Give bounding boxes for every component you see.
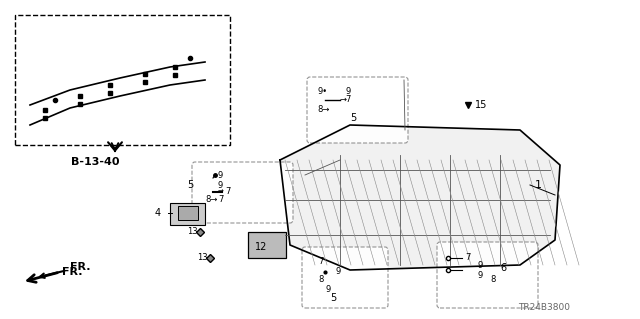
FancyBboxPatch shape: [15, 15, 230, 145]
Text: 12: 12: [255, 242, 268, 252]
Text: →7: →7: [340, 95, 353, 105]
Text: 15: 15: [475, 100, 488, 110]
Text: →: →: [218, 189, 224, 195]
Text: 9: 9: [325, 285, 330, 293]
Bar: [178, 206, 198, 220]
Text: 7: 7: [225, 188, 230, 197]
Text: B-13-40: B-13-40: [71, 157, 119, 167]
Text: 13: 13: [197, 254, 207, 263]
Text: 9: 9: [335, 268, 340, 277]
FancyBboxPatch shape: [307, 77, 408, 143]
FancyBboxPatch shape: [437, 242, 538, 308]
FancyArrowPatch shape: [108, 142, 122, 151]
Text: 9: 9: [218, 170, 223, 180]
Text: 5: 5: [330, 293, 336, 303]
Text: 8→: 8→: [205, 196, 218, 204]
Text: 9: 9: [218, 181, 223, 189]
Text: 9: 9: [478, 271, 483, 280]
Text: 9: 9: [345, 87, 350, 97]
Text: 7: 7: [318, 257, 323, 266]
Text: TR24B3800: TR24B3800: [518, 303, 570, 313]
Text: 8→: 8→: [317, 106, 330, 115]
Text: FR.: FR.: [40, 262, 90, 278]
Text: 4: 4: [155, 208, 161, 218]
Text: FR.: FR.: [62, 267, 83, 277]
Text: 6: 6: [500, 263, 506, 273]
Text: 13: 13: [187, 227, 198, 236]
Bar: [170, 203, 205, 225]
Text: 1: 1: [535, 180, 542, 190]
Polygon shape: [280, 125, 560, 270]
Text: 9•: 9•: [317, 87, 327, 97]
Bar: [248, 232, 286, 258]
Text: 8: 8: [318, 276, 323, 285]
FancyBboxPatch shape: [302, 247, 388, 308]
Text: 9: 9: [478, 261, 483, 270]
Text: 5: 5: [350, 113, 356, 123]
Text: 7: 7: [465, 254, 470, 263]
Text: 8: 8: [490, 276, 495, 285]
FancyBboxPatch shape: [192, 162, 293, 223]
Text: 5: 5: [187, 180, 193, 190]
Text: 7: 7: [218, 196, 223, 204]
